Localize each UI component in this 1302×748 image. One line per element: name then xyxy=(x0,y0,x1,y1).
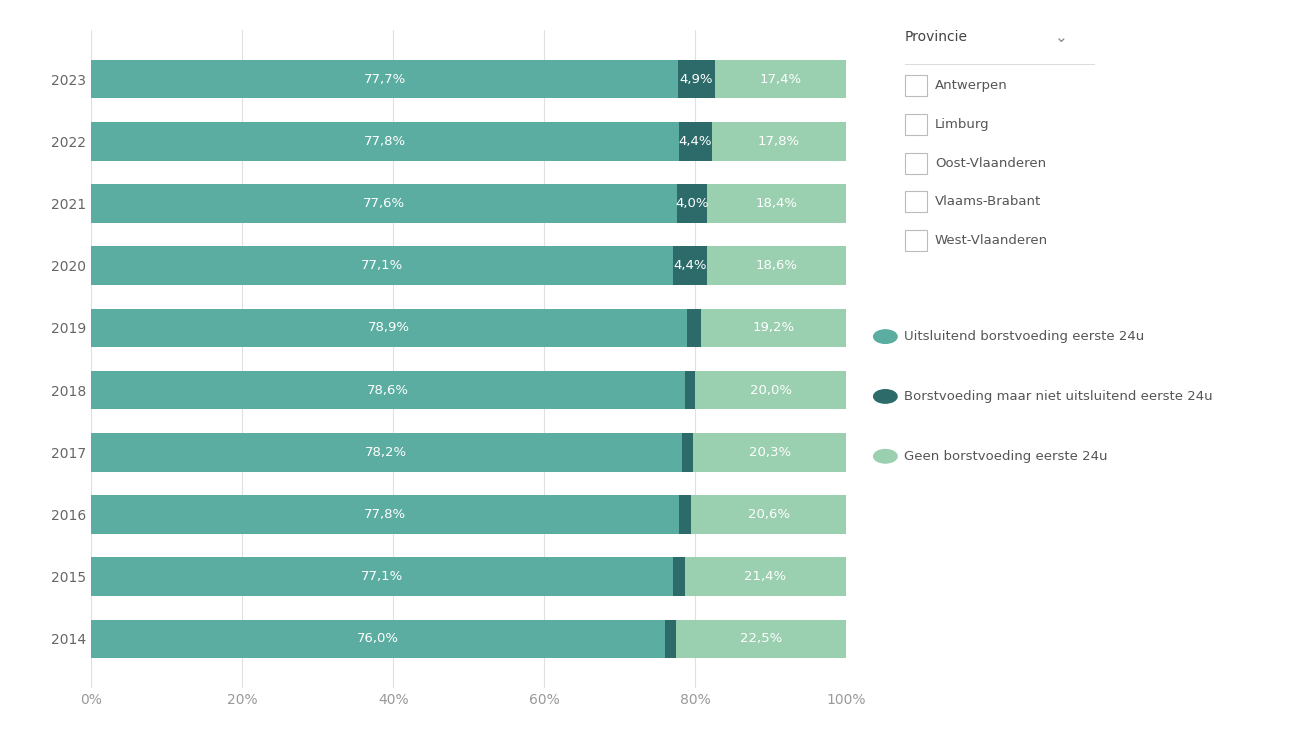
Text: 4,4%: 4,4% xyxy=(678,135,712,148)
Bar xyxy=(91,557,673,596)
Bar xyxy=(91,495,678,534)
Bar xyxy=(91,433,682,472)
Text: West-Vlaanderen: West-Vlaanderen xyxy=(935,234,1048,248)
Text: 22,5%: 22,5% xyxy=(741,633,783,646)
Bar xyxy=(673,246,707,285)
Text: Vlaams-Brabant: Vlaams-Brabant xyxy=(935,195,1042,209)
Bar xyxy=(91,246,673,285)
Text: 18,4%: 18,4% xyxy=(756,197,798,210)
Bar xyxy=(682,433,693,472)
Bar xyxy=(693,433,846,472)
Bar xyxy=(677,184,707,223)
Bar xyxy=(695,371,846,409)
Text: 77,1%: 77,1% xyxy=(361,570,404,583)
Bar xyxy=(685,557,846,596)
Text: Provincie: Provincie xyxy=(905,30,967,44)
Bar xyxy=(685,371,695,409)
Text: 4,4%: 4,4% xyxy=(673,260,707,272)
Bar xyxy=(91,309,687,347)
Bar xyxy=(91,619,665,658)
Text: 76,0%: 76,0% xyxy=(357,633,400,646)
Text: 77,1%: 77,1% xyxy=(361,260,404,272)
Bar xyxy=(91,122,678,161)
Bar xyxy=(91,60,678,99)
Text: 17,4%: 17,4% xyxy=(759,73,802,85)
Text: Limburg: Limburg xyxy=(935,117,990,131)
Text: 77,8%: 77,8% xyxy=(363,135,406,148)
Text: 4,0%: 4,0% xyxy=(676,197,710,210)
Bar xyxy=(687,309,702,347)
Bar xyxy=(678,122,712,161)
Bar xyxy=(707,184,846,223)
Text: 77,6%: 77,6% xyxy=(363,197,405,210)
Text: Antwerpen: Antwerpen xyxy=(935,79,1008,92)
Bar xyxy=(673,557,685,596)
Text: Geen borstvoeding eerste 24u: Geen borstvoeding eerste 24u xyxy=(904,450,1107,463)
Text: 20,3%: 20,3% xyxy=(749,446,790,459)
Text: 20,0%: 20,0% xyxy=(750,384,792,396)
Bar xyxy=(678,495,691,534)
Bar xyxy=(702,309,846,347)
Text: 78,2%: 78,2% xyxy=(366,446,408,459)
Bar xyxy=(712,122,846,161)
Bar xyxy=(665,619,677,658)
Text: Oost-Vlaanderen: Oost-Vlaanderen xyxy=(935,156,1046,170)
Text: Uitsluitend borstvoeding eerste 24u: Uitsluitend borstvoeding eerste 24u xyxy=(904,330,1144,343)
Bar xyxy=(677,619,846,658)
Text: Borstvoeding maar niet uitsluitend eerste 24u: Borstvoeding maar niet uitsluitend eerst… xyxy=(904,390,1212,403)
Text: ⌄: ⌄ xyxy=(1055,30,1068,45)
Bar xyxy=(91,371,685,409)
Text: 78,9%: 78,9% xyxy=(368,322,410,334)
Text: 21,4%: 21,4% xyxy=(745,570,786,583)
Bar xyxy=(691,495,846,534)
Bar xyxy=(707,246,848,285)
Bar xyxy=(678,60,715,99)
Text: 4,9%: 4,9% xyxy=(680,73,713,85)
Text: 17,8%: 17,8% xyxy=(758,135,801,148)
Text: 78,6%: 78,6% xyxy=(367,384,409,396)
Text: 20,6%: 20,6% xyxy=(747,508,789,521)
Bar xyxy=(715,60,846,99)
Text: 77,8%: 77,8% xyxy=(363,508,406,521)
Bar xyxy=(91,184,677,223)
Text: 18,6%: 18,6% xyxy=(756,260,798,272)
Text: 19,2%: 19,2% xyxy=(753,322,794,334)
Text: 77,7%: 77,7% xyxy=(363,73,406,85)
